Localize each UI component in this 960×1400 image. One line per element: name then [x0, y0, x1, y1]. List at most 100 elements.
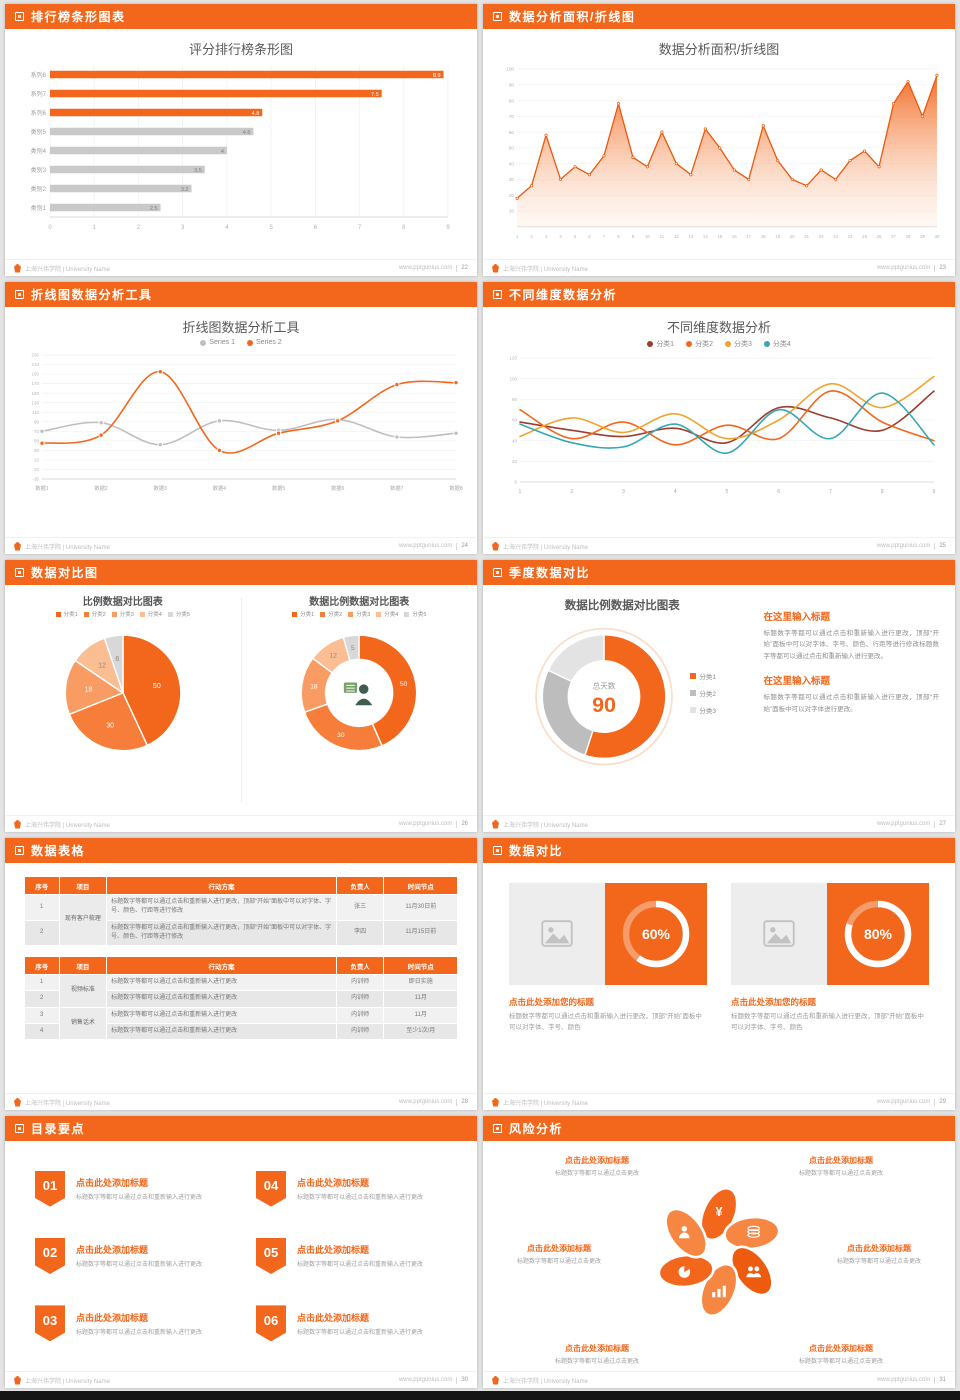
- legend-swatch: [763, 341, 770, 347]
- svg-text:8: 8: [617, 234, 620, 239]
- legend-label: 分类3: [699, 708, 717, 715]
- table-header-cell: 负责人: [335, 956, 385, 976]
- page-number: 29: [939, 1099, 946, 1105]
- svg-text:18: 18: [84, 686, 92, 694]
- svg-text:70: 70: [34, 429, 40, 434]
- footer-divider: [456, 542, 458, 550]
- table-cell: 现有客户梳理: [58, 893, 108, 947]
- svg-text:100: 100: [509, 376, 517, 381]
- legend-item: 分类2: [686, 339, 713, 349]
- footer-logo-text: 上海兴伟学院 | University Name: [503, 822, 588, 829]
- chart-legend: 分类1 分类2 分类3: [690, 671, 716, 715]
- multi-series-line-chart: 0 20 40 60 80 100 120 1 2 3 4 5 6 7 8 9: [509, 356, 936, 495]
- legend-item: 分类5: [404, 610, 426, 618]
- svg-text:4: 4: [674, 489, 677, 495]
- chart-legend: 分类1 分类2 分类3 分类4 分类5: [292, 610, 426, 618]
- legend-label: 分类5: [412, 612, 427, 618]
- slide-body: 评分排行榜条形图 0 1 2 3 4 5 6 7 8 9 系列8 8.9 系列7 7.5 系列6 4.8 类别5…: [5, 29, 477, 259]
- svg-text:系列8: 系列8: [31, 71, 47, 79]
- legend-swatch: [247, 339, 253, 346]
- svg-text:类别4: 类别4: [31, 147, 47, 155]
- risk-label: 点击此处添加标题 标题数字等都可以通过点击更改: [755, 1155, 927, 1177]
- toc-item-desc: 标题数字等都可以通过点击和重新输入进行更改: [76, 1195, 203, 1202]
- slide-header: 目录要点: [5, 1116, 477, 1141]
- svg-text:数据6: 数据6: [331, 484, 344, 492]
- footer-divider: [934, 264, 936, 272]
- slide-body: 数据比例数据对比图表 总天数 90 分类1 分类2 分类3 在这里输入标题 标题数字等…: [483, 585, 955, 815]
- footer-divider: [934, 1376, 936, 1384]
- chart-legend: Series 1 Series 2: [5, 339, 477, 346]
- legend-item: 分类4: [376, 610, 398, 618]
- chart-title: 数据比例数据对比图表: [309, 597, 410, 608]
- legend-swatch: [348, 611, 354, 617]
- table-header-cell: 时间节点: [383, 956, 459, 976]
- legend-swatch: [725, 341, 731, 347]
- legend-label: 分类1: [300, 612, 315, 618]
- compare-card: 80% 点击此处添加您的标题 标题数字等都可以通过点击和重新输入进行更改，顶部“…: [731, 883, 929, 1093]
- legend-swatch: [690, 690, 697, 696]
- footer-logo-text: 上海兴伟学院 | University Name: [25, 822, 110, 829]
- svg-text:类别1: 类别1: [31, 204, 47, 212]
- slide-body: 不同维度数据分析 分类1 分类2 分类3 分类4 0 20 40 60 80 100 120 1 2 3…: [483, 307, 955, 537]
- legend-swatch: [200, 339, 207, 346]
- risk-pinwheel-diagram: ¥: [657, 1186, 781, 1318]
- svg-text:9: 9: [933, 489, 936, 495]
- legend-label: 分类1: [699, 674, 717, 681]
- svg-text:数据5: 数据5: [272, 484, 285, 492]
- legend-swatch: [647, 341, 654, 347]
- svg-text:数据1: 数据1: [35, 484, 48, 492]
- slide-26: 数据对比图 比例数据对比图表 分类1 分类2 分类3 分类4 分类5 50 30 18 12 6…: [5, 560, 477, 832]
- donut-panel: 数据比例数据对比图表 分类1 分类2 分类3 分类4 分类5 50 30 18 12 5: [242, 585, 478, 815]
- table-cell: 标题数字等都可以通过点击和重新输入进行更改: [106, 1006, 337, 1025]
- risk-label-desc: 标题数字等都可以通过点击更改: [798, 1171, 883, 1177]
- header-square-icon: [493, 568, 502, 577]
- slide-header: 数据分析面积/折线图: [483, 4, 955, 29]
- legend-swatch: [111, 611, 117, 617]
- svg-text:190: 190: [31, 372, 39, 377]
- svg-text:22: 22: [819, 234, 824, 239]
- svg-text:数据2: 数据2: [95, 484, 108, 492]
- legend-label: 分类4: [384, 612, 399, 618]
- page-number: 26: [461, 821, 468, 827]
- footer-logo-text: 上海兴伟学院 | University Name: [503, 1100, 588, 1107]
- page-number: 23: [939, 265, 946, 271]
- risk-label: 点击此处添加标题 标题数字等都可以通过点击更改: [803, 1243, 955, 1265]
- table-cell: 内训师: [335, 1006, 385, 1025]
- table-cell: 张三: [335, 894, 385, 921]
- slide-header: 数据表格: [5, 838, 477, 863]
- toc-item-desc: 标题数字等都可以通过点击和重新输入进行更改: [76, 1262, 203, 1269]
- svg-text:类别3: 类别3: [31, 166, 47, 174]
- svg-text:50: 50: [400, 681, 408, 688]
- svg-text:7: 7: [829, 489, 832, 495]
- footer-divider: [934, 542, 936, 550]
- svg-text:16: 16: [732, 234, 737, 239]
- svg-text:20: 20: [790, 234, 795, 239]
- image-placeholder: [509, 883, 605, 985]
- image-placeholder-icon: [541, 920, 573, 948]
- svg-text:系列7: 系列7: [31, 90, 47, 98]
- svg-text:总天数: 总天数: [593, 681, 616, 691]
- legend-swatch: [292, 611, 298, 617]
- table-cell: 即日实施: [383, 974, 459, 992]
- risk-label-desc: 标题数字等都可以通过点击更改: [798, 1359, 883, 1365]
- slide-footer: 上海兴伟学院 | University Name www.pptgunius.c…: [483, 259, 955, 276]
- footer-divider: [456, 1098, 458, 1106]
- legend-item: 分类3: [690, 705, 716, 715]
- svg-text:20: 20: [512, 459, 518, 464]
- chart-title: 数据分析面积/折线图: [658, 42, 780, 57]
- footer-logo-text: 上海兴伟学院 | University Name: [25, 1100, 110, 1107]
- university-logo-icon: [492, 1097, 499, 1107]
- slide-header: 数据对比图: [5, 560, 477, 585]
- slide-header: 不同维度数据分析: [483, 282, 955, 307]
- svg-text:1: 1: [519, 489, 522, 495]
- table-cell: 2: [23, 919, 60, 947]
- toc-item-title: 点击此处添加标题: [76, 1245, 149, 1256]
- svg-text:28: 28: [906, 234, 911, 239]
- university-logo-icon: [492, 1375, 499, 1385]
- image-placeholder: [731, 883, 827, 985]
- svg-text:0: 0: [514, 480, 517, 485]
- svg-text:9: 9: [446, 225, 450, 231]
- legend-item: 分类3: [111, 610, 134, 618]
- legend-swatch: [167, 611, 173, 617]
- svg-text:230: 230: [31, 353, 39, 358]
